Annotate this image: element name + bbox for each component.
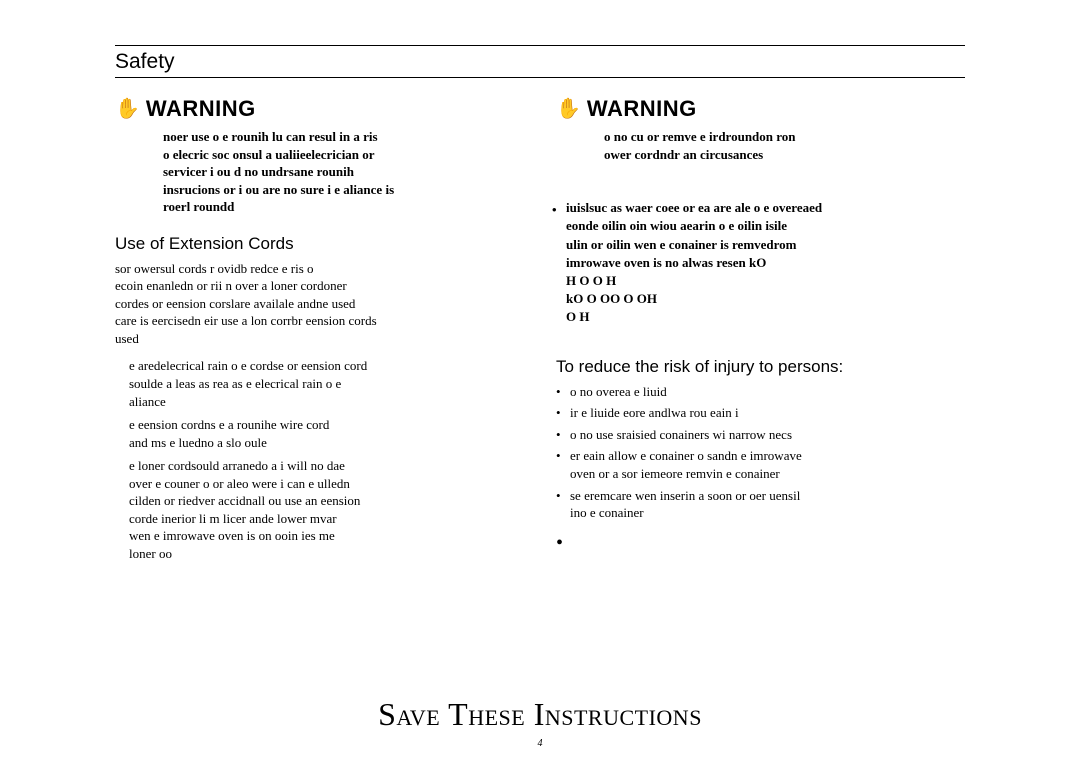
reduce-item-2: ir e liuide eore andlwa rou eain i xyxy=(556,404,965,422)
page-number: 4 xyxy=(0,738,1080,749)
content-columns: ✋ WARNING noer use o e rounih lu can res… xyxy=(115,96,965,568)
extension-heading: Use of Extension Cords xyxy=(115,234,524,254)
extension-intro: sor owersul cords r ovidb redce e ris o … xyxy=(115,260,524,348)
warning-header-right: ✋ WARNING xyxy=(556,96,965,122)
ext-item-2: e eension cordns e a rounihe wire cord a… xyxy=(115,416,524,451)
trailing-bullet: • xyxy=(556,532,965,555)
ext-item-1: e aredelecrical rain o e cordse or eensi… xyxy=(115,357,524,410)
warning-header-left: ✋ WARNING xyxy=(115,96,524,122)
save-instructions: Save These Instructions xyxy=(0,696,1080,733)
left-column: ✋ WARNING noer use o e rounih lu can res… xyxy=(115,96,524,568)
liquids-paragraph: iuislsuc as waer coee or ea are ale o e … xyxy=(556,181,965,345)
warning-body-left: noer use o e rounih lu can resul in a ri… xyxy=(115,128,524,216)
reduce-item-4: er eain allow e conainer o sandn e imrow… xyxy=(556,447,965,482)
right-column: ✋ WARNING o no cu or remve e irdroundon … xyxy=(556,96,965,568)
liquids-text: iuislsuc as waer coee or ea are ale o e … xyxy=(556,199,965,326)
hand-stop-icon: ✋ xyxy=(556,99,581,119)
hand-stop-icon: ✋ xyxy=(115,99,140,119)
extension-list: e aredelecrical rain o e cordse or eensi… xyxy=(115,357,524,562)
warning-body-right: o no cu or remve e irdroundon ron ower c… xyxy=(556,128,965,163)
warning-label-left: WARNING xyxy=(146,96,256,122)
ext-item-3: e loner cordsould arranedo a i will no d… xyxy=(115,457,524,562)
reduce-risk-heading: To reduce the risk of injury to persons: xyxy=(556,357,965,377)
warning-label-right: WARNING xyxy=(587,96,697,122)
reduce-item-3: o no use sraisied conainers wi narrow ne… xyxy=(556,426,965,444)
reduce-item-5: se eremcare wen inserin a soon or oer ue… xyxy=(556,487,965,522)
safety-heading: Safety xyxy=(115,50,965,78)
top-rule xyxy=(115,45,965,46)
reduce-item-1: o no overea e liuid xyxy=(556,383,965,401)
reduce-risk-list: o no overea e liuid ir e liuide eore and… xyxy=(556,383,965,522)
